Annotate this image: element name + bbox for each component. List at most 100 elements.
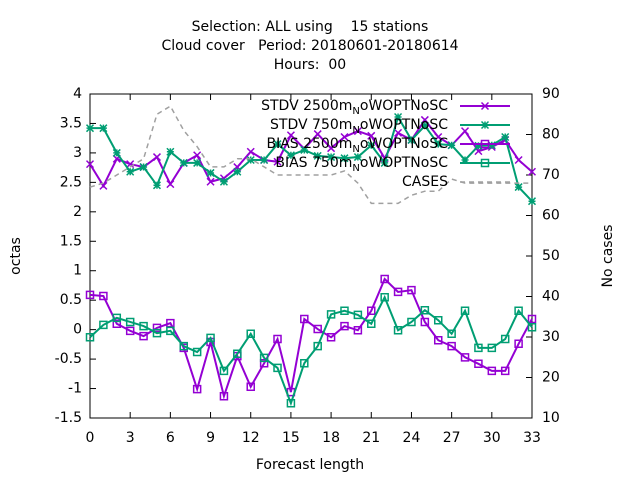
x-tick-label: 12 xyxy=(242,430,260,446)
marker xyxy=(393,325,403,335)
marker xyxy=(85,333,95,342)
marker xyxy=(447,141,456,150)
y-tick-label: -1.5 xyxy=(55,410,82,426)
x-tick-label: 0 xyxy=(86,430,95,446)
marker xyxy=(112,319,122,328)
marker xyxy=(125,317,135,327)
marker xyxy=(420,317,430,327)
marker xyxy=(179,158,188,167)
marker xyxy=(487,141,496,150)
marker xyxy=(112,313,122,323)
y-tick-label: 4 xyxy=(73,86,82,102)
marker xyxy=(219,391,229,401)
y-tick-label: -0.5 xyxy=(55,351,82,367)
marker xyxy=(126,167,135,176)
marker xyxy=(420,121,429,130)
marker xyxy=(300,314,309,324)
marker xyxy=(192,384,202,394)
marker xyxy=(152,328,162,338)
series-line xyxy=(90,114,533,202)
marker xyxy=(353,127,362,136)
marker xyxy=(380,274,389,284)
legend-label: BIAS 750mNoWOPTNoSC xyxy=(275,155,448,174)
x-tick-label: 18 xyxy=(322,430,340,446)
marker xyxy=(367,319,376,328)
marker xyxy=(474,359,483,369)
x-tick-label: 24 xyxy=(403,430,421,446)
marker xyxy=(474,141,483,150)
x-tick-label: 15 xyxy=(282,430,300,446)
marker xyxy=(326,310,336,319)
marker xyxy=(300,145,309,154)
marker xyxy=(380,292,389,302)
x-tick-label: 33 xyxy=(523,430,541,446)
marker xyxy=(460,155,470,165)
chart-title: Hours: 00 xyxy=(274,57,346,73)
marker xyxy=(480,158,490,168)
marker xyxy=(99,320,108,330)
marker xyxy=(460,306,470,316)
marker xyxy=(353,153,362,162)
marker xyxy=(313,341,322,351)
marker xyxy=(193,158,202,167)
marker xyxy=(85,290,95,300)
marker xyxy=(152,181,162,190)
marker xyxy=(126,160,135,169)
x-tick-label: 9 xyxy=(206,430,215,446)
marker xyxy=(327,144,336,153)
marker xyxy=(420,305,430,315)
marker xyxy=(246,329,255,339)
marker xyxy=(327,153,336,162)
y-tick-label: 2.5 xyxy=(60,174,82,190)
marker xyxy=(139,331,148,341)
marker xyxy=(112,148,121,157)
marker xyxy=(480,120,490,130)
marker xyxy=(514,183,523,192)
marker xyxy=(259,353,269,363)
y-tick-label: 3.5 xyxy=(60,115,82,131)
marker xyxy=(420,115,429,124)
marker xyxy=(286,131,295,140)
y2-tick-label: 20 xyxy=(542,370,560,386)
marker xyxy=(393,287,403,297)
marker xyxy=(85,124,95,133)
marker xyxy=(273,157,282,166)
marker xyxy=(246,382,255,392)
marker xyxy=(447,329,456,339)
marker xyxy=(206,177,215,186)
marker xyxy=(206,333,215,343)
marker xyxy=(313,324,322,334)
chart-title: Cloud cover Period: 20180601-20180614 xyxy=(161,38,458,54)
marker xyxy=(340,132,349,142)
y2-tick-label: 80 xyxy=(542,127,560,143)
marker xyxy=(99,291,108,301)
y-tick-label: -1 xyxy=(68,381,82,397)
marker xyxy=(139,163,148,172)
marker xyxy=(514,155,523,165)
marker xyxy=(527,197,537,206)
marker xyxy=(179,341,189,351)
y-axis-label: octas xyxy=(8,237,24,275)
marker xyxy=(139,321,148,331)
marker xyxy=(353,325,363,335)
marker xyxy=(367,131,376,140)
marker xyxy=(340,306,349,316)
marker xyxy=(527,314,537,324)
marker xyxy=(273,140,282,149)
marker xyxy=(480,139,490,149)
marker xyxy=(433,315,443,325)
marker xyxy=(487,343,497,353)
marker xyxy=(233,349,242,359)
marker xyxy=(192,347,202,357)
marker xyxy=(273,334,282,344)
series-line xyxy=(89,277,533,400)
marker xyxy=(326,333,336,342)
marker xyxy=(407,285,416,295)
marker xyxy=(219,366,229,376)
marker xyxy=(260,155,269,165)
marker xyxy=(394,128,403,137)
x-tick-label: 6 xyxy=(166,430,175,446)
marker xyxy=(233,167,242,176)
marker xyxy=(340,321,349,331)
